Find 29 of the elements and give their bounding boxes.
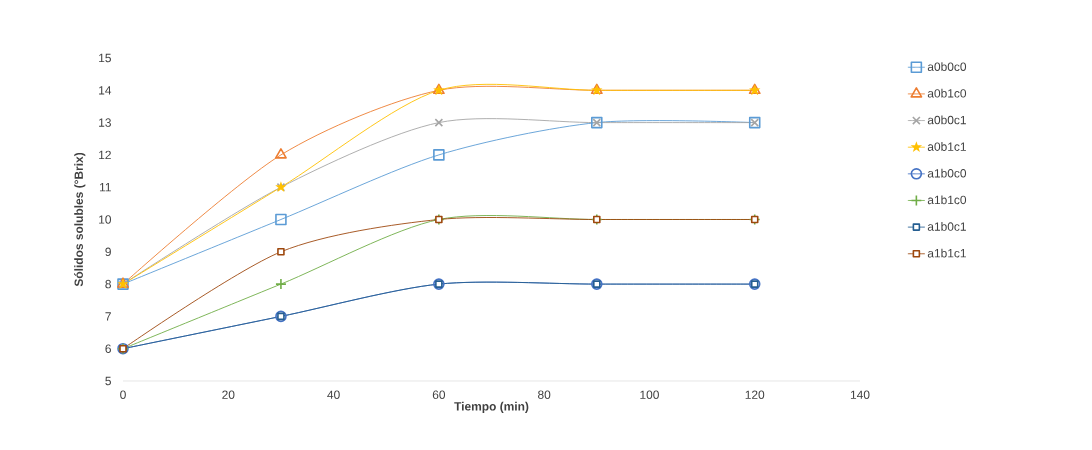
legend-label: a0b0c0 [927,62,967,71]
x-axis-title: Tiempo (min) [454,401,529,413]
y-tick-label: 12 [99,150,111,160]
y-tick-label: 5 [105,376,111,386]
legend-label: a0b0c1 [927,115,966,125]
x-tick-label: 120 [745,390,765,399]
legend-label: a1b1c0 [927,195,967,205]
y-axis-title: Sólidos solubles (°Brix) [74,152,86,287]
x-tick-label: 0 [120,390,126,399]
x-tick-label: 80 [538,390,551,399]
legend-label: a1b0c0 [927,168,967,178]
x-tick-label: 140 [850,390,870,399]
y-tick-label: 9 [105,247,111,257]
y-tick-label: 6 [105,344,111,353]
y-tick-label: 14 [99,86,112,95]
legend-label: a1b1c1 [927,248,966,258]
legend-label: a1b0c1 [927,222,966,231]
y-tick-label: 7 [105,312,111,321]
x-tick-label: 60 [432,390,446,399]
y-tick-label: 15 [99,53,111,63]
legend-label: a0b1c0 [927,88,967,98]
legend-label: a0b1c1 [927,142,966,151]
y-tick-label: 13 [99,118,111,127]
y-tick-label: 10 [99,215,112,224]
x-tick-label: 40 [327,390,340,399]
y-tick-label: 8 [105,279,111,289]
x-tick-label: 100 [640,390,659,399]
y-tick-label: 11 [99,183,111,192]
x-tick-label: 20 [222,390,235,399]
